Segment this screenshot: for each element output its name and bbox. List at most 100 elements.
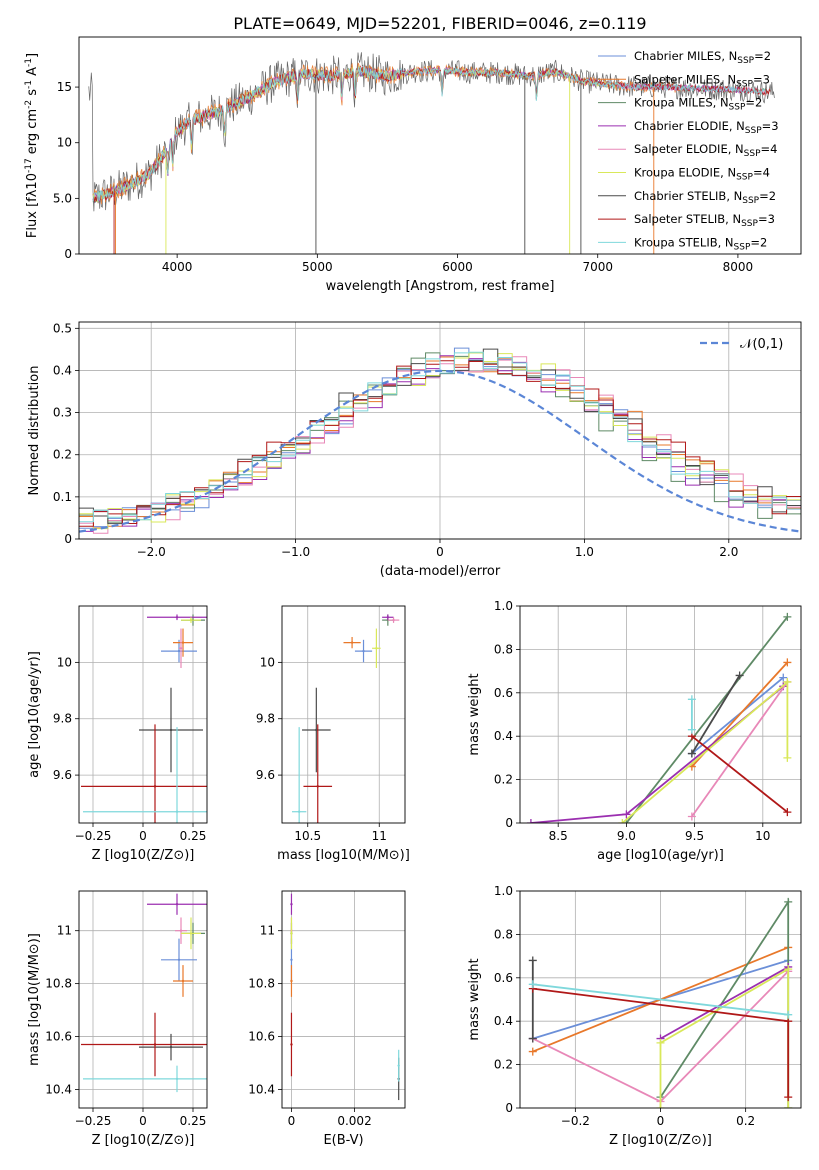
y-tick-label: 9.8	[256, 712, 275, 726]
y-tick-label: 1.0	[494, 884, 513, 898]
data-point	[169, 728, 173, 732]
superscript: -1	[24, 80, 34, 89]
text-part: Salpeter MILES, N	[634, 72, 736, 86]
axes-frame	[78, 605, 208, 824]
x-axis-label: wavelength [Angstrom, rest frame]	[326, 279, 555, 294]
weight-line	[625, 616, 789, 823]
data-point	[175, 810, 179, 813]
panel-age-weight: 8.5 9.0 9.5 10 0 0.2 0.4 0.6 0.8 1.0 age [log10(ag…	[467, 599, 802, 863]
y-axis-label: mass [log10(M/M⊙)]	[27, 933, 42, 1066]
plus-marker	[783, 753, 792, 762]
plus-marker	[783, 808, 792, 817]
plus-marker	[779, 673, 788, 682]
text-part: E(B-V)	[323, 1133, 363, 1148]
x-tick-label: 9.0	[617, 829, 636, 843]
x-tick-label: −0.2	[561, 1114, 590, 1128]
x-axis-label: age [log10(age/yr)]	[597, 848, 724, 863]
legend-label: Kroupa ELODIE, NSSP=4	[634, 166, 770, 183]
weight-line	[691, 735, 788, 813]
data-point	[181, 979, 185, 983]
plus-marker	[687, 725, 696, 734]
y-tick-label: 0	[505, 1101, 513, 1115]
plus-marker	[528, 980, 537, 989]
x-tick-label: 0.2	[736, 1114, 755, 1128]
y-tick-label: 15	[57, 80, 72, 94]
x-tick-label: 0.002	[337, 1114, 371, 1128]
data-point	[397, 1064, 400, 1067]
axes-frame	[281, 605, 406, 824]
x-tick-label: 8000	[723, 260, 754, 274]
subscript: SSP	[729, 103, 746, 113]
axes-frame	[78, 36, 802, 255]
text-part: Kroupa ELODIE, N	[634, 166, 736, 180]
data-point	[297, 810, 301, 813]
y-tick-label: 10.6	[248, 1030, 275, 1044]
x-tick-label: 0	[139, 1114, 147, 1128]
data-point	[179, 929, 183, 932]
x-tick-label: 9.5	[685, 829, 704, 843]
plot-area-spectrum	[88, 52, 775, 254]
x-tick-label: −0.25	[75, 1114, 112, 1128]
text-part: Salpeter ELODIE, N	[634, 142, 744, 156]
data-point	[290, 1043, 293, 1046]
plus-marker	[528, 956, 537, 965]
plus-marker	[735, 671, 744, 680]
subscript: SSP	[744, 149, 761, 159]
text-part: =2	[759, 189, 776, 203]
superscript: -1	[24, 58, 34, 67]
subscript: SSP	[737, 56, 754, 66]
text-part: =3	[753, 72, 770, 86]
text-part: Z [log10(Z/Z⊙)]	[92, 848, 195, 863]
x-tick-label: 8.5	[549, 829, 568, 843]
legend-label: Salpeter STELIB, NSSP=3	[634, 212, 775, 229]
x-tick-label: 0	[288, 1114, 296, 1128]
plus-marker	[687, 749, 696, 758]
legend-label: Chabrier ELODIE, NSSP=3	[634, 119, 779, 136]
panel-ebv-mass: 0 0.002 10.4 10.6 10.8 11 E(B-V)	[248, 890, 406, 1148]
plot-area-age-weight	[526, 612, 792, 823]
y-axis-label: Flux [fλ10-17 erg cm-2 s-1 A-1]	[24, 53, 40, 238]
plot-area-z-mass	[81, 893, 207, 1093]
y-tick-label: 0.2	[494, 773, 513, 787]
plus-marker	[622, 810, 631, 819]
data-point	[362, 649, 365, 653]
text-part: s	[25, 89, 40, 100]
text-part: =2	[745, 96, 762, 110]
text-part: ]	[25, 53, 40, 58]
plus-marker	[528, 1047, 537, 1056]
y-tick-label: 10.8	[248, 977, 275, 991]
text-part: =2	[754, 49, 771, 63]
y-tick-label: 0.8	[494, 642, 513, 656]
data-point	[189, 932, 193, 935]
y-tick-label: 0.5	[53, 321, 72, 335]
x-axis-label: Z [log10(Z/Z⊙)]	[92, 1133, 195, 1148]
superscript: -2	[24, 100, 34, 109]
weight-line	[660, 966, 789, 1040]
subscript: SSP	[734, 242, 751, 252]
x-axis-label: E(B-V)	[323, 1133, 363, 1148]
text-part: age [log10(age/yr)]	[597, 848, 724, 863]
legend-label: Kroupa MILES, NSSP=2	[634, 96, 762, 113]
y-tick-label: 10	[57, 136, 72, 150]
x-tick-label: 0.25	[180, 829, 207, 843]
y-tick-label: 10.4	[45, 1082, 72, 1096]
text-part: mass [log10(M/M⊙)]	[277, 848, 410, 863]
panel-mass-age: 10.5 11 9.6 9.8 10 mass [log10(M/M⊙)]	[256, 605, 410, 863]
plus-marker	[783, 612, 792, 621]
panel-z-age: −0.25 0 0.25 9.6 9.8 10 Z [log10(Z/Z⊙)] age [lo…	[27, 605, 208, 863]
plus-marker	[783, 677, 792, 686]
y-tick-label: 0.2	[494, 1058, 513, 1072]
data-point	[392, 618, 395, 622]
y-tick-label: 11	[57, 924, 72, 938]
x-axis-label: (data-model)/error	[380, 564, 501, 579]
text-part: age [log10(age/yr)]	[27, 651, 42, 778]
axes-frame	[78, 321, 802, 540]
text-part: Chabrier ELODIE, N	[634, 119, 745, 133]
legend-label: Salpeter ELODIE, NSSP=4	[634, 142, 777, 159]
weight-line	[691, 681, 789, 818]
x-tick-label: 0	[139, 829, 147, 843]
data-point	[175, 1077, 179, 1081]
x-tick-label: 11	[372, 829, 387, 843]
data-point	[290, 932, 293, 935]
data-point	[153, 785, 157, 788]
